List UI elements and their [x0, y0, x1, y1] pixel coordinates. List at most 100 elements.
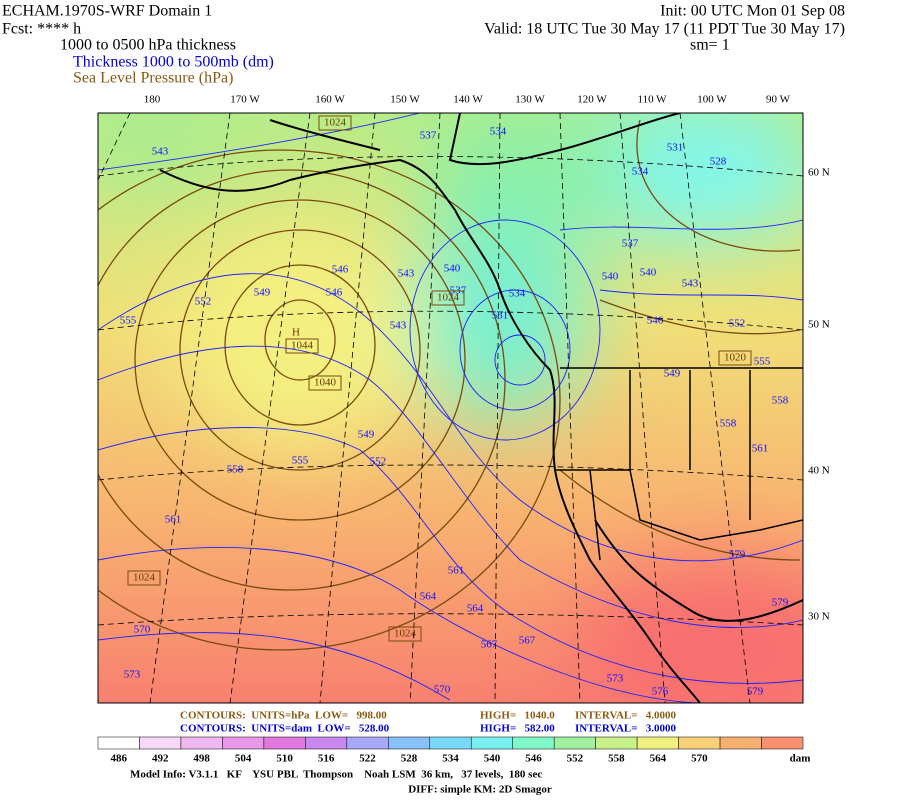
map-labels: 180 170 W 160 W 150 W 140 W 130 W 120 W 110 W 10…	[120, 94, 830, 698]
thickness-contours	[98, 113, 803, 703]
thickness-label: 561	[752, 443, 769, 455]
thickness-label: 573	[124, 669, 141, 681]
thickness-label: 573	[607, 673, 624, 685]
pressure-label: 1044	[291, 340, 314, 352]
longitude-label: 90 W	[766, 94, 791, 106]
longitude-label: 120 W	[577, 94, 607, 106]
slp-contour-info: CONTOURS: UNITS=hPa LOW= 998.00	[180, 710, 387, 722]
slp-contour-high: HIGH= 1040.0	[480, 710, 555, 722]
colorbar-label: 504	[235, 753, 252, 765]
colorbar-label: 534	[442, 753, 459, 765]
colorbar-swatch	[263, 736, 306, 750]
colorbar-label: 546	[525, 753, 542, 765]
colorbar-label: 528	[401, 753, 418, 765]
pressure-label-box	[718, 350, 752, 366]
longitude-label: 170 W	[230, 94, 260, 106]
model-info: Model Info: V3.1.1 KF YSU PBL Thompson N…	[130, 769, 542, 781]
colorbar-swatch	[512, 736, 555, 750]
pressure-label: H	[292, 327, 300, 339]
coastlines	[159, 113, 803, 703]
colorbar-label: 552	[567, 753, 584, 765]
colorbar-label: 510	[276, 753, 293, 765]
thickness-label: 549	[664, 368, 681, 380]
colorbar-swatch	[429, 736, 472, 750]
title: ECHAM.1970S-WRF Domain 1	[2, 3, 212, 20]
thickness-label: 546	[647, 315, 664, 327]
slp-legend: Sea Level Pressure (hPa)	[73, 70, 233, 87]
thickness-label: 552	[195, 296, 212, 308]
colorbar-swatch	[139, 736, 182, 750]
thickness-label: 537	[622, 238, 639, 250]
colorbar-swatch	[388, 736, 431, 750]
colorbar-label: 540	[484, 753, 501, 765]
thickness-label: 540	[444, 263, 461, 275]
pressure-label: 1020	[724, 352, 747, 364]
thickness-label: 549	[358, 429, 375, 441]
forecast-hour: Fcst: **** h	[2, 21, 81, 38]
colorbar-swatch	[470, 736, 513, 750]
longitude-label: 150 W	[390, 94, 420, 106]
thickness-legend: Thickness 1000 to 500mb (dm)	[73, 54, 274, 71]
pressure-label-box	[127, 570, 161, 586]
longitude-label: 180	[144, 94, 161, 106]
slp-contours	[98, 119, 801, 651]
longitude-label: 130 W	[515, 94, 545, 106]
thickness-label: 549	[254, 287, 271, 299]
pressure-label: 1040	[314, 377, 337, 389]
latitude-label: 40 N	[808, 465, 830, 477]
colorbar-swatch	[97, 736, 140, 750]
pressure-label: 1024	[324, 117, 347, 129]
thickness-label: 558	[227, 464, 244, 476]
colorbar-swatch	[305, 736, 348, 750]
thickness-label: 552	[729, 318, 746, 330]
field-name: 1000 to 0500 hPa thickness	[60, 37, 236, 54]
colorbar-label: 522	[359, 753, 376, 765]
map-frame	[97, 112, 804, 704]
colorbar-swatch	[595, 736, 638, 750]
valid-time: Valid: 18 UTC Tue 30 May 17 (11 PDT Tue …	[484, 21, 845, 38]
colorbar-swatch	[222, 736, 265, 750]
colorbar-label: 564	[650, 753, 667, 765]
colorbar-swatch	[636, 736, 679, 750]
thickness-label: 534	[632, 166, 649, 178]
borders	[555, 367, 803, 561]
thickness-label: 579	[772, 597, 789, 609]
thickness-label: 534	[509, 288, 526, 300]
thickness-label: 567	[519, 635, 536, 647]
thickness-label: 570	[134, 624, 151, 636]
latitude-label: 30 N	[808, 611, 830, 623]
pressure-label: 1024	[437, 292, 460, 304]
colorbar-label: 486	[110, 753, 127, 765]
thickness-label: 579	[747, 686, 764, 698]
colorbar-label: 498	[193, 753, 210, 765]
thickness-label: 570	[434, 684, 451, 696]
colorbar-swatch	[761, 736, 804, 750]
map-area	[98, 113, 803, 703]
thickness-label: 564	[420, 591, 437, 603]
thickness-label: 561	[165, 514, 182, 526]
colorbar-label: 492	[152, 753, 169, 765]
longitude-label: 160 W	[315, 94, 345, 106]
colorbar-label: 570	[691, 753, 708, 765]
pressure-label-box	[388, 626, 422, 642]
init-time: Init: 00 UTC Mon 01 Sep 08	[660, 3, 845, 20]
thickness-contour-high: HIGH= 582.00	[480, 723, 555, 735]
pressure-label: 1024	[394, 628, 417, 640]
latitude-label: 50 N	[808, 319, 830, 331]
colorbar-label: 516	[318, 753, 335, 765]
thickness-contour-interval: INTERVAL= 3.0000	[575, 723, 677, 735]
longitude-label: 140 W	[453, 94, 483, 106]
thickness-label: 558	[720, 418, 737, 430]
thickness-label: 552	[370, 456, 387, 468]
colorbar: 486 492 498 504 510 516 522 528 534 540 546 552 558 5…	[97, 736, 810, 765]
smoothing: sm= 1	[690, 37, 730, 54]
thickness-label: 555	[754, 356, 771, 368]
thickness-label: 543	[398, 268, 415, 280]
thickness-label: 543	[390, 320, 407, 332]
thickness-label: 558	[772, 395, 789, 407]
colorbar-label: 558	[608, 753, 625, 765]
thickness-label: 546	[332, 264, 349, 276]
thickness-label: 546	[326, 287, 343, 299]
longitude-label: 100 W	[697, 94, 727, 106]
